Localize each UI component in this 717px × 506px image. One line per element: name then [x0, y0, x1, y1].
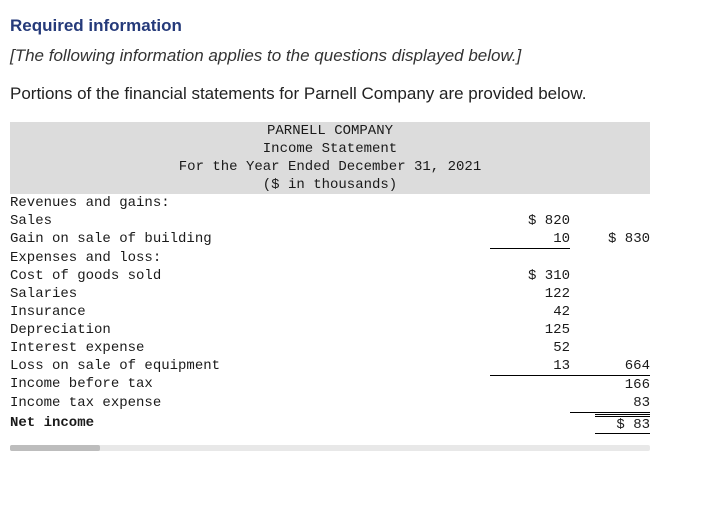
income-before-tax-value: 166 — [570, 375, 650, 394]
required-heading: Required information — [10, 16, 707, 36]
depreciation-value: 125 — [490, 321, 570, 339]
income-statement-table: PARNELL COMPANY Income Statement For the… — [10, 122, 650, 435]
context-note: [The following information applies to th… — [10, 46, 707, 66]
income-before-tax-label: Income before tax — [10, 375, 490, 394]
statement-period: For the Year Ended December 31, 2021 — [10, 158, 650, 176]
statement-units: ($ in thousands) — [10, 176, 650, 194]
interest-label: Interest expense — [10, 339, 490, 357]
revenues-total: $ 830 — [570, 230, 650, 249]
horizontal-scrollbar[interactable] — [10, 445, 650, 451]
scrollbar-thumb[interactable] — [10, 445, 100, 451]
tax-label: Income tax expense — [10, 394, 490, 413]
cogs-value: $ 310 — [490, 267, 570, 285]
expenses-header: Expenses and loss: — [10, 249, 490, 267]
company-name: PARNELL COMPANY — [10, 122, 650, 140]
sales-value: $ 820 — [490, 212, 570, 230]
interest-value: 52 — [490, 339, 570, 357]
depreciation-label: Depreciation — [10, 321, 490, 339]
cogs-label: Cost of goods sold — [10, 267, 490, 285]
revenues-header: Revenues and gains: — [10, 194, 490, 212]
net-income-label: Net income — [10, 412, 490, 435]
tax-value: 83 — [570, 394, 650, 413]
insurance-label: Insurance — [10, 303, 490, 321]
salaries-label: Salaries — [10, 285, 490, 303]
loss-value: 13 — [490, 357, 570, 376]
loss-label: Loss on sale of equipment — [10, 357, 490, 376]
gain-label: Gain on sale of building — [10, 230, 490, 249]
expenses-total: 664 — [570, 357, 650, 376]
insurance-value: 42 — [490, 303, 570, 321]
intro-text: Portions of the financial statements for… — [10, 84, 707, 104]
net-income-value: $ 83 — [570, 412, 650, 435]
statement-title: Income Statement — [10, 140, 650, 158]
gain-value: 10 — [490, 230, 570, 249]
salaries-value: 122 — [490, 285, 570, 303]
sales-label: Sales — [10, 212, 490, 230]
